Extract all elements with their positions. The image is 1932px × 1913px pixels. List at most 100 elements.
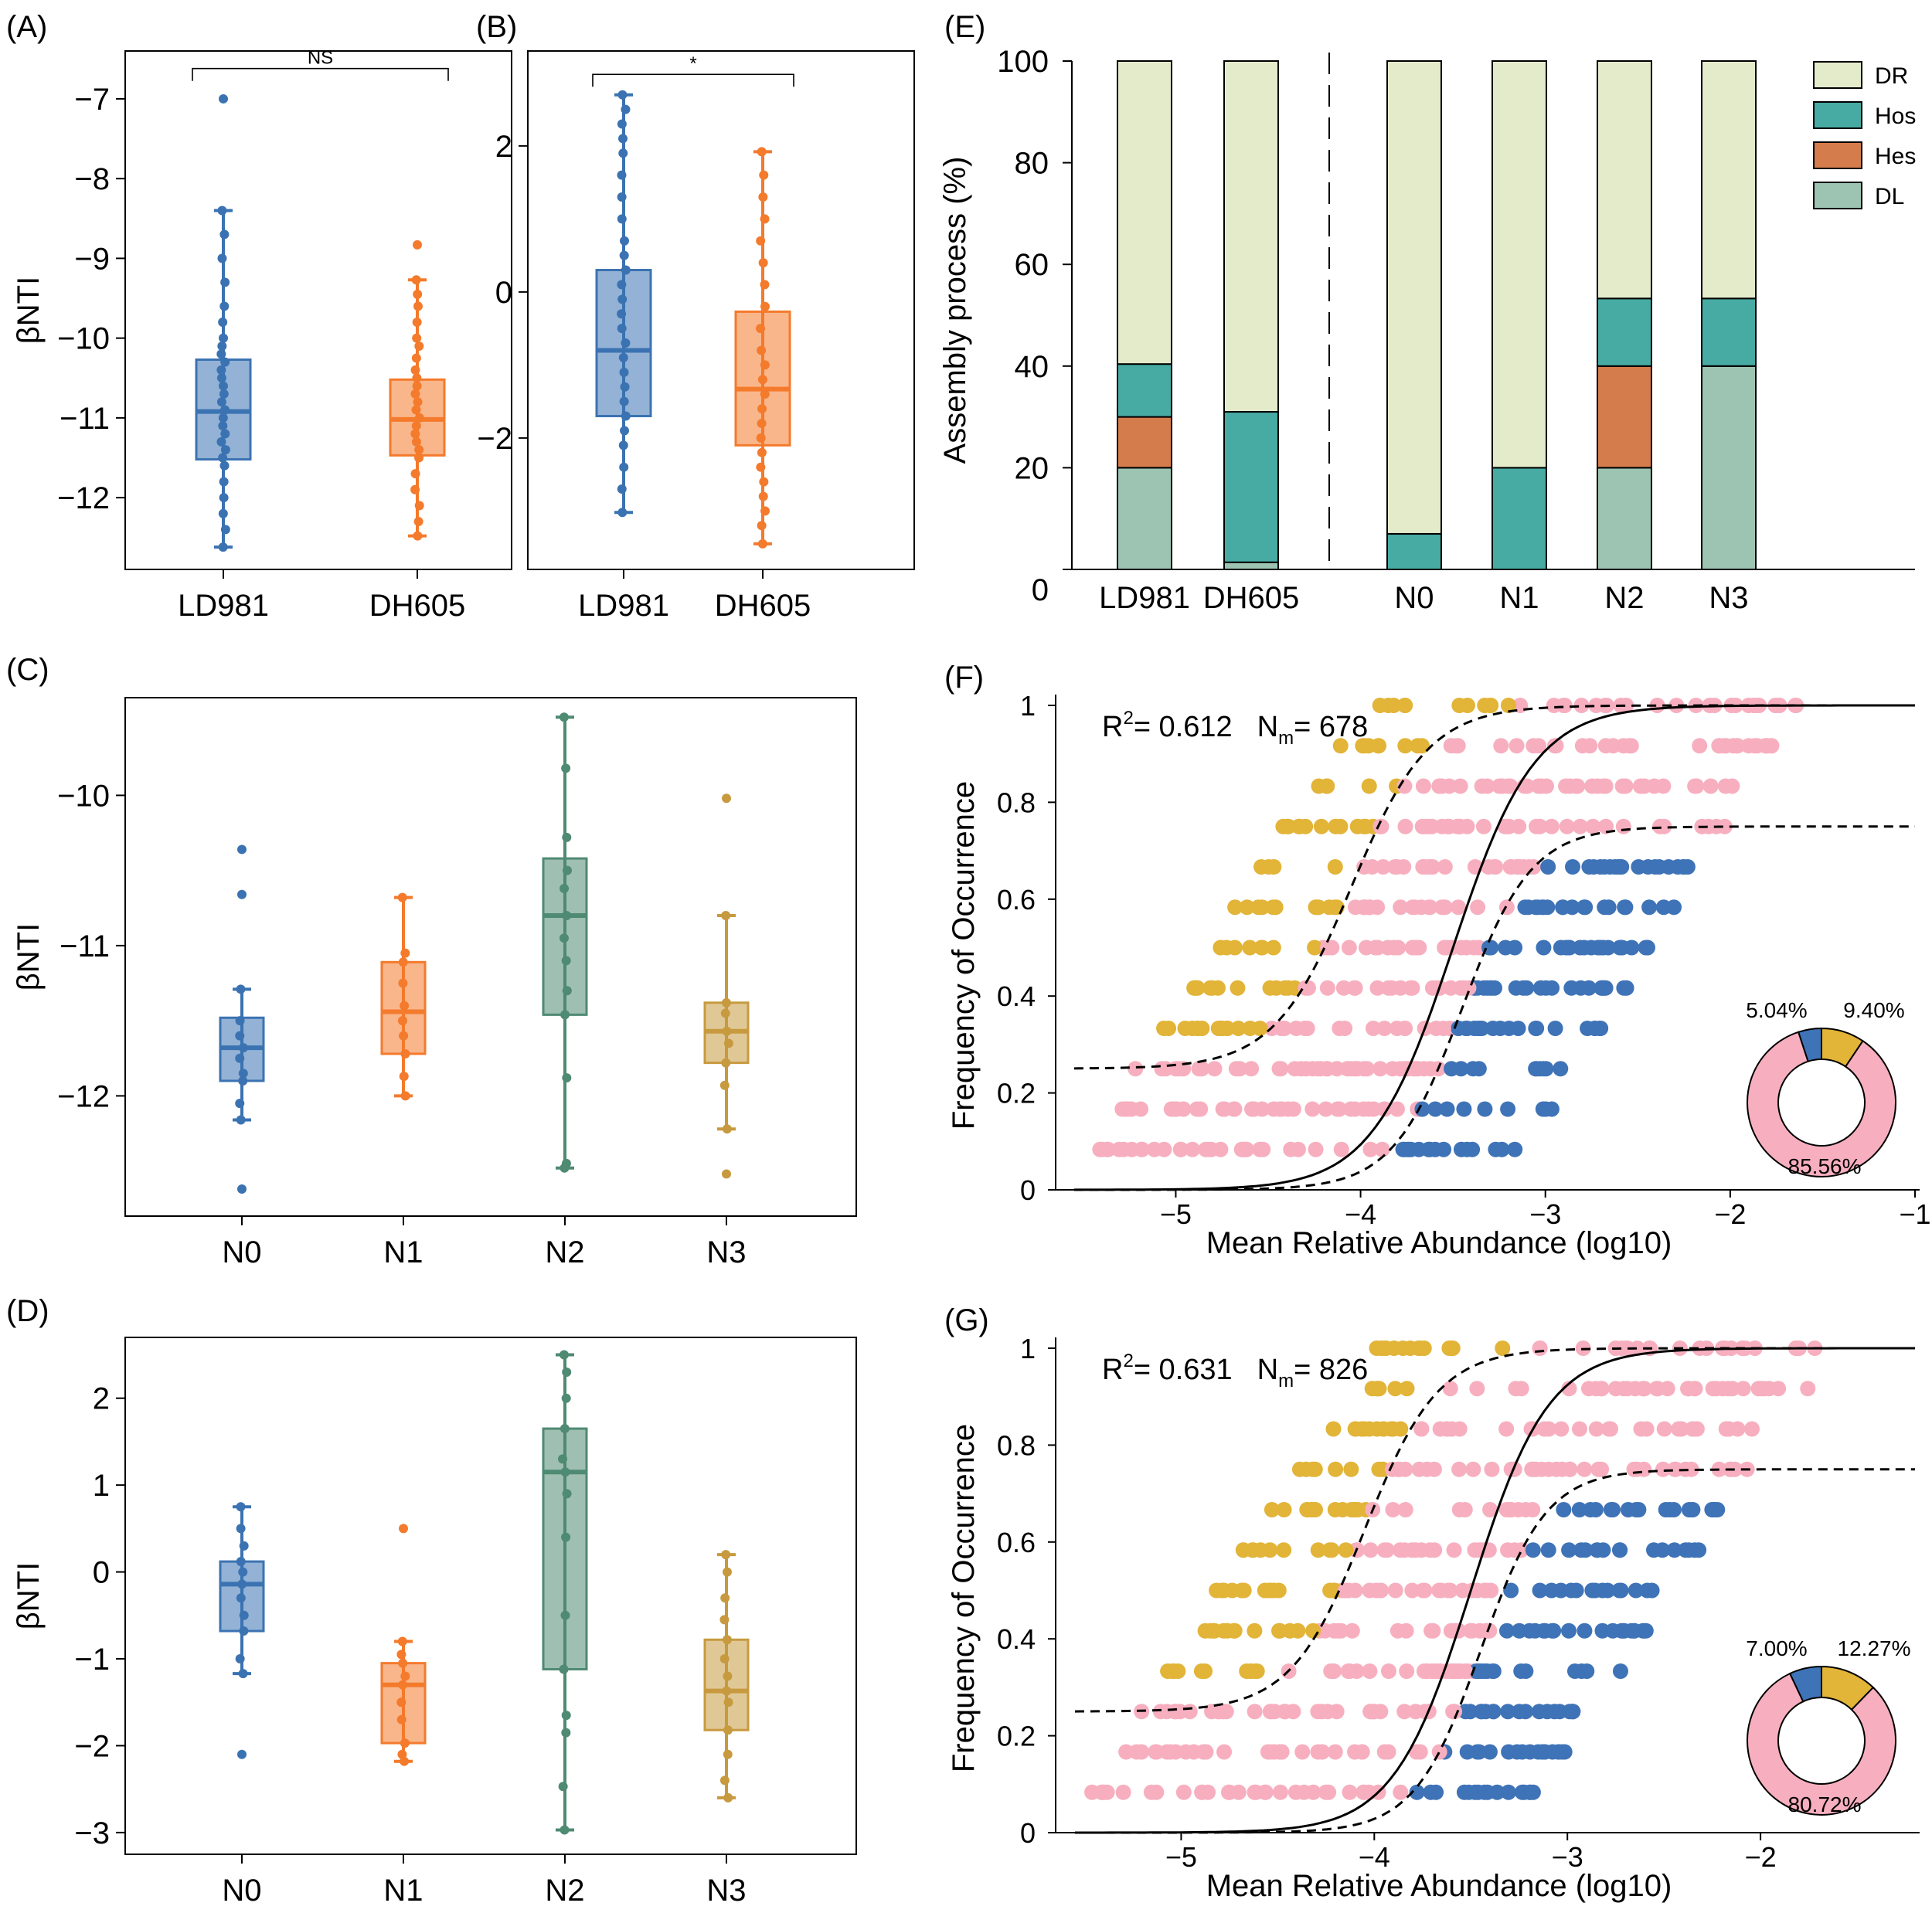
data-point: [621, 104, 631, 114]
scatter-point: [1613, 1582, 1629, 1599]
scatter-point: [1566, 1663, 1583, 1679]
scatter-point: [1236, 1582, 1252, 1599]
data-point: [218, 421, 228, 431]
y-tick-label: 0.6: [997, 1527, 1036, 1558]
scatter-point: [1656, 1421, 1672, 1437]
scatter-point: [1257, 1784, 1274, 1800]
pie-label: 85.56%: [1788, 1154, 1862, 1178]
scatter-point: [1553, 1061, 1569, 1077]
scatter-point: [1655, 778, 1672, 794]
scatter-point: [1546, 738, 1563, 754]
scatter-point: [1346, 1061, 1362, 1077]
scatter-point: [1459, 1744, 1475, 1760]
bar-segment-DR: [1701, 60, 1757, 300]
x-tick-label: −4: [1345, 1198, 1376, 1230]
scatter-point: [1615, 818, 1631, 834]
scatter-point: [1562, 778, 1578, 794]
data-point: [617, 294, 628, 304]
scatter-point: [1604, 1502, 1621, 1517]
scatter-point: [1457, 1663, 1473, 1679]
pie-label: 5.04%: [1746, 998, 1807, 1022]
scatter-point: [1483, 940, 1499, 956]
fit-annotation: R2= 0.631 Nm= 826: [1102, 1351, 1368, 1391]
scatter-point: [1365, 1021, 1381, 1036]
data-point: [561, 1393, 571, 1403]
scatter-point: [1260, 1744, 1276, 1760]
scatter-point: [1471, 1021, 1488, 1036]
scatter-point: [1380, 1663, 1396, 1679]
data-point: [413, 531, 423, 541]
data-point: [236, 1115, 246, 1125]
scatter-point: [1638, 940, 1654, 956]
scatter-point: [1216, 1744, 1233, 1760]
scatter-point: [1481, 980, 1498, 996]
data-point: [398, 1680, 408, 1690]
x-tick-label: N3: [706, 1874, 746, 1908]
data-point: [220, 277, 230, 287]
scatter-point: [1343, 1461, 1359, 1477]
bar-segment-DL: [1117, 467, 1172, 571]
scatter-point: [1524, 1461, 1540, 1477]
data-point: [757, 521, 767, 531]
scatter-point: [1673, 1421, 1689, 1437]
data-point: [236, 984, 246, 994]
data-point: [561, 1532, 571, 1542]
data-point: [219, 460, 230, 471]
data-point: [238, 1669, 248, 1679]
scatter-point: [1493, 778, 1509, 794]
scatter-point: [1325, 1421, 1342, 1437]
scatter-point: [1349, 1502, 1366, 1517]
box-DH605: DH605: [715, 147, 811, 623]
data-point: [617, 214, 627, 224]
scatter-point: [1358, 940, 1374, 956]
y-tick-label: 0.4: [997, 1623, 1036, 1655]
data-point: [410, 484, 420, 494]
significance-label: *: [689, 53, 696, 74]
data-point: [220, 357, 230, 367]
scatter-point: [1277, 1704, 1294, 1720]
scatter-point: [1479, 778, 1495, 794]
data-point: [719, 1654, 730, 1664]
scatter-point: [1128, 1061, 1144, 1077]
data-point: [621, 338, 631, 348]
data-point: [562, 1367, 572, 1377]
scatter-point: [1297, 1021, 1313, 1036]
scatter-point: [1533, 778, 1549, 794]
scatter-point: [1329, 1101, 1345, 1117]
data-point: [560, 1825, 570, 1835]
data-point: [760, 360, 770, 370]
data-point: [559, 712, 569, 722]
scatter-point: [1168, 1061, 1184, 1077]
scatter-point: [1175, 1101, 1191, 1117]
scatter-point: [1262, 1542, 1278, 1558]
scatter-point: [1221, 1784, 1237, 1800]
panel-D: (D) 2 1 0 −1 −2 −3 βNTI N0 N1 N2 N3: [6, 1294, 857, 1908]
scatter-point: [1568, 1582, 1584, 1599]
scatter-point: [1461, 1784, 1477, 1800]
x-tick-label: DH605: [1203, 581, 1300, 615]
scatter-point: [1400, 1141, 1416, 1157]
scatter-point: [1716, 818, 1733, 834]
data-point: [619, 250, 629, 260]
scatter-point: [1583, 1502, 1599, 1517]
scatter-point: [1720, 1381, 1736, 1397]
panel-B: (B) 2 0 −2 LD981 DH605 *: [476, 10, 915, 623]
scatter-point: [1584, 778, 1600, 794]
scatter-point: [1547, 1021, 1563, 1036]
data-point: [618, 134, 628, 144]
data-point: [396, 1714, 406, 1724]
data-point: [758, 491, 768, 501]
scatter-point: [1189, 980, 1206, 996]
scatter-point: [1592, 940, 1608, 956]
scatter-point: [1522, 1784, 1539, 1800]
panel-C: (C) −10 −11 −12 βNTI N0 N1 N2 N3: [6, 653, 857, 1269]
scatter-point: [1576, 940, 1592, 956]
legend-label: Hos: [1875, 104, 1916, 129]
scatter-point: [1572, 818, 1588, 834]
scatter-point: [1328, 1704, 1345, 1720]
scatter-point: [1242, 940, 1258, 956]
x-tick-label: −2: [1745, 1841, 1777, 1873]
scatter-point: [1296, 1784, 1312, 1800]
scatter-point: [1499, 1542, 1515, 1558]
box-N3: N3: [703, 793, 750, 1269]
